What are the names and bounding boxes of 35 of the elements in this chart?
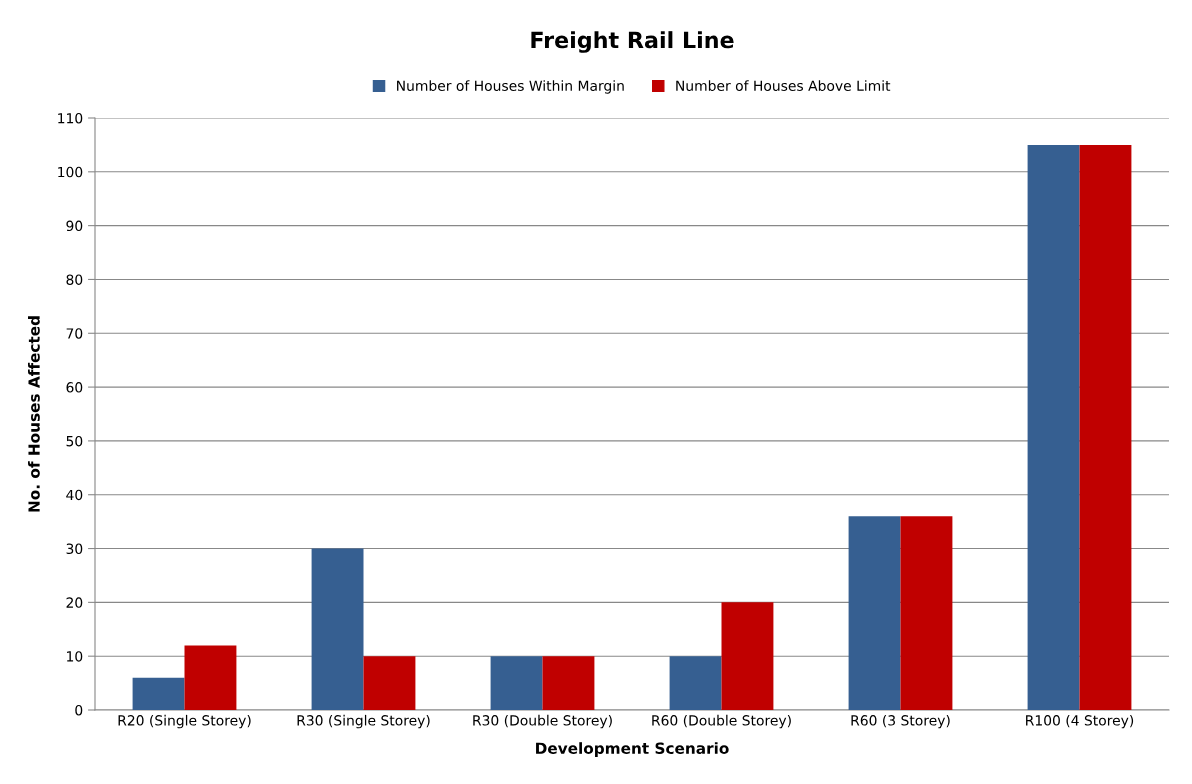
y-tick-label: 20: [66, 597, 83, 608]
y-tick-label: 70: [66, 328, 83, 339]
bar: [721, 602, 774, 710]
y-tick-label: 10: [67, 651, 83, 662]
legend-label: Number of Houses Within Margin: [397, 80, 624, 94]
bar: [669, 656, 722, 710]
bar: [132, 677, 185, 710]
bar: [184, 645, 237, 710]
y-tick-label: 90: [66, 220, 83, 232]
bar: [848, 516, 901, 710]
y-tick-label: 30: [66, 543, 83, 555]
bar: [900, 516, 953, 710]
bar: [1027, 144, 1080, 710]
bar: [363, 656, 416, 710]
x-tick-label: R30 (Double Storey): [473, 714, 612, 729]
y-axis-title: No. of Houses Affected: [28, 316, 40, 512]
bar: [542, 656, 595, 710]
y-tick-label: 60: [66, 382, 83, 393]
y-tick-label: 100: [58, 166, 83, 178]
legend-label: Number of Houses Above Limit: [676, 80, 891, 91]
x-tick-label: R60 (3 Storey): [851, 714, 950, 729]
y-tick-label: 80: [66, 274, 83, 285]
x-tick-label: R30 (Single Storey): [297, 714, 430, 729]
x-tick-label: R20 (Single Storey): [118, 714, 251, 729]
x-axis-title: Development Scenario: [536, 742, 729, 757]
y-tick-label: 110: [58, 112, 83, 124]
y-tick-label: 50: [66, 435, 83, 447]
bar: [1079, 144, 1132, 710]
bar: [311, 548, 364, 710]
chart-title: Freight Rail Line: [531, 31, 734, 53]
y-tick-label: 40: [66, 489, 83, 501]
x-tick-label: R60 (Double Storey): [652, 714, 791, 729]
x-tick-label: R100 (4 Storey): [1026, 714, 1134, 729]
bar: [490, 656, 543, 710]
y-tick-label: 0: [75, 704, 83, 716]
